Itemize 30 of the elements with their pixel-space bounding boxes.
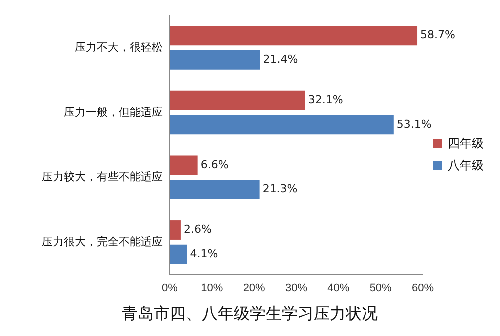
data-label: 4.1% xyxy=(190,247,218,260)
bar xyxy=(170,50,260,70)
data-label: 2.6% xyxy=(184,223,212,236)
x-tick-label: 30% xyxy=(285,282,308,294)
data-label: 53.1% xyxy=(396,118,432,131)
bar xyxy=(170,90,306,110)
legend-label: 四年级 xyxy=(448,136,484,150)
bar xyxy=(170,220,181,240)
y-tick-label: 压力很大，完全不能适应 xyxy=(42,235,163,248)
bar xyxy=(170,180,260,200)
x-tick-label: 10% xyxy=(201,282,224,294)
y-tick-label: 压力一般，但能适应 xyxy=(64,106,163,119)
data-label: 21.3% xyxy=(262,182,298,196)
data-label: 32.1% xyxy=(308,94,344,107)
data-label: 21.4% xyxy=(263,53,298,66)
x-tick-label: 60% xyxy=(412,282,434,294)
data-label: 6.6% xyxy=(200,158,229,172)
x-tick-label: 40% xyxy=(328,282,350,294)
bar xyxy=(170,244,188,264)
x-tick-label: 50% xyxy=(370,282,392,294)
y-tick-label: 压力不大，很轻松 xyxy=(75,41,163,54)
data-label: 58.7% xyxy=(420,28,456,42)
text: 青岛市四、八年级学生学习压力状况 xyxy=(121,304,379,325)
bar xyxy=(170,156,198,176)
x-tick-label: 20% xyxy=(243,282,266,294)
legend-label: 八年级 xyxy=(448,158,484,172)
y-tick-label: 压力较大，有些不能适应 xyxy=(42,170,163,184)
bar xyxy=(170,26,418,46)
x-tick-label: 0% xyxy=(162,282,178,294)
bar xyxy=(170,115,394,135)
